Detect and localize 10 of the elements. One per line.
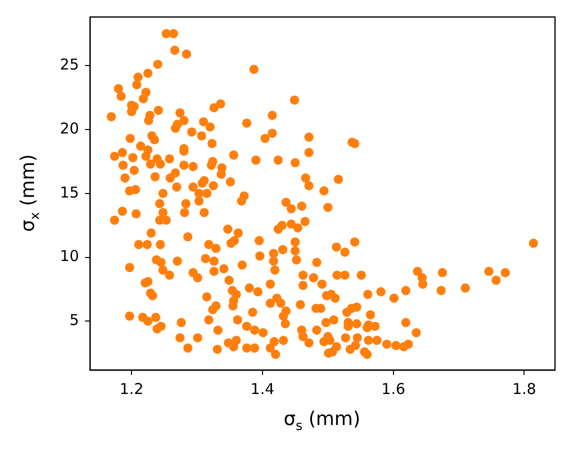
x-tick-label: 1.2: [120, 380, 144, 398]
y-tick-label: 5: [69, 311, 79, 330]
x-tick-label: 1.8: [512, 380, 536, 398]
x-tick-label: 1.4: [250, 380, 274, 398]
y-tick-label: 25: [60, 55, 79, 74]
y-tick-label: 10: [60, 247, 79, 266]
y-tick-label: 15: [60, 183, 79, 202]
x-tick-label: 1.6: [381, 380, 406, 398]
y-tick-label: 20: [60, 119, 79, 138]
x-axis-title: σ$_{s}$ (mm): [284, 408, 360, 434]
